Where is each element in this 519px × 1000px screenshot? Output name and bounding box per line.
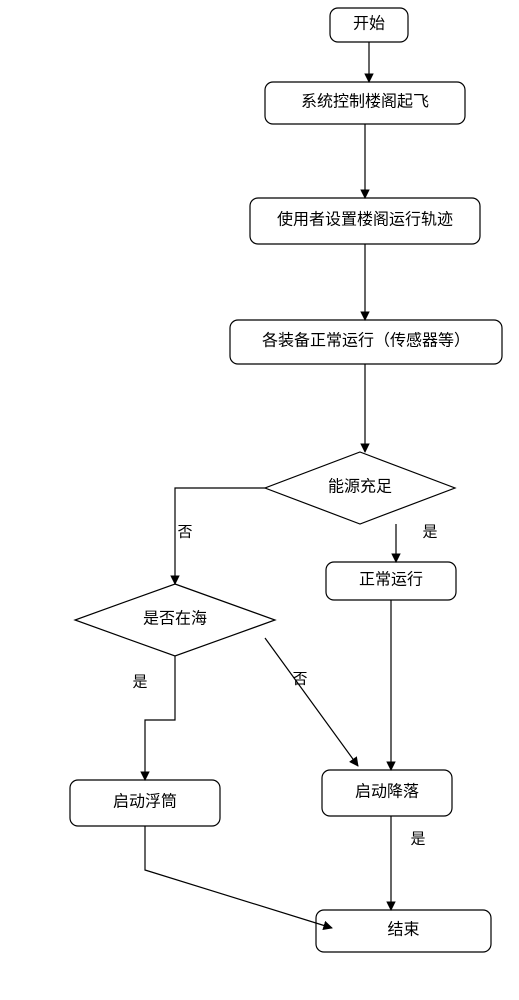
flow-node-label-n6: 启动降落 bbox=[355, 783, 419, 801]
flow-node-label-d1: 能源充足 bbox=[328, 478, 392, 496]
flow-node-label-end: 结束 bbox=[387, 921, 419, 939]
flow-edge-label-e8: 否 bbox=[292, 671, 307, 687]
flow-edge-label-e5: 否 bbox=[177, 524, 192, 540]
flow-node-label-n2: 使用者设置楼阁运行轨迹 bbox=[277, 211, 453, 229]
flow-edge-label-e4: 是 bbox=[422, 524, 437, 540]
flow-edge-label-e9: 是 bbox=[410, 831, 425, 847]
flow-node-label-n1: 系统控制楼阁起飞 bbox=[301, 93, 429, 111]
flow-node-label-start: 开始 bbox=[353, 15, 385, 33]
flow-node-label-n4: 正常运行 bbox=[359, 571, 423, 589]
flow-edge-e8 bbox=[265, 638, 358, 766]
flow-edge-label-e7: 是 bbox=[132, 674, 147, 690]
flow-node-label-n5: 启动浮筒 bbox=[113, 793, 177, 811]
flow-node-label-d2: 是否在海 bbox=[143, 610, 207, 628]
flow-node-label-n3: 各装备正常运行（传感器等） bbox=[262, 332, 470, 350]
flow-edge-e10 bbox=[145, 826, 332, 928]
flow-edge-e7 bbox=[145, 656, 175, 780]
